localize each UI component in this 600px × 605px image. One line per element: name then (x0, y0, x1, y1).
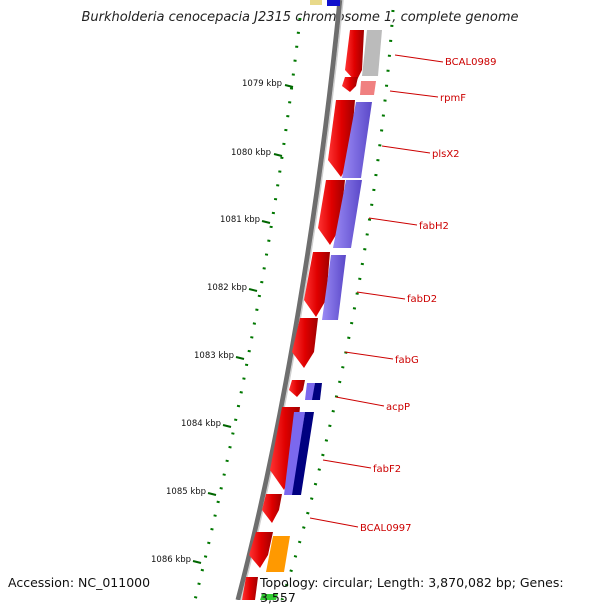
gene-label: BCAL0989 (445, 57, 497, 68)
gc-skew-track-inner (280, 9, 395, 600)
backbone-ring (235, 0, 343, 600)
tick-label: 1086 kbp (151, 555, 191, 565)
accession-text: Accession: NC_011000 (8, 575, 151, 590)
label-leaders (309, 54, 444, 528)
cog-block (305, 383, 315, 400)
cds-arrow (304, 252, 330, 317)
gene-label: fabH2 (419, 221, 449, 232)
gene-label: acpP (386, 402, 410, 413)
cog-block (322, 255, 346, 320)
cog-block-top-yellow (310, 0, 322, 5)
gene-label: BCAL0997 (360, 523, 412, 534)
cog-block (312, 383, 322, 400)
tick-label: 1085 kbp (166, 487, 206, 497)
cog-block (284, 412, 305, 495)
cog-track (260, 30, 382, 600)
gene-label: fabF2 (373, 464, 401, 475)
cog-block (260, 594, 278, 600)
gene-label: rpmF (440, 93, 466, 104)
cds-arrow (242, 577, 258, 600)
cds-arrow (262, 494, 282, 523)
genome-summary-text: Topology: circular; Length: 3,870,082 bp… (260, 575, 564, 605)
cog-block (266, 536, 290, 572)
gene-label: plsX2 (432, 149, 460, 160)
tick-label: 1079 kbp (242, 79, 282, 89)
tick-label: 1081 kbp (220, 215, 260, 225)
cog-block-top-blue (327, 0, 340, 6)
tick-labels: 1079 kbp 1080 kbp 1081 kbp 1082 kbp 1083… (151, 79, 282, 565)
gc-skew-track-outer (193, 17, 302, 600)
cog-block (360, 81, 376, 95)
cds-track (242, 30, 364, 600)
gene-label: fabD2 (407, 294, 437, 305)
cds-arrow (345, 30, 364, 82)
cds-arrow (342, 77, 358, 92)
cds-arrow (289, 380, 305, 397)
map-title: Burkholderia cenocepacia J2315 chromosom… (81, 10, 519, 25)
tick-label: 1083 kbp (194, 351, 234, 361)
tick-label: 1082 kbp (207, 283, 247, 293)
cog-block (333, 180, 362, 248)
gene-label: fabG (395, 355, 419, 366)
tick-label: 1080 kbp (231, 148, 271, 158)
cog-block (292, 412, 314, 495)
tick-label: 1084 kbp (181, 419, 221, 429)
gene-labels: BCAL0989 rpmF plsX2 fabH2 fabD2 fabG acp… (360, 57, 497, 534)
cog-block (342, 102, 372, 178)
tick-marks (192, 84, 294, 564)
cds-arrow (249, 532, 273, 568)
cds-arrow (292, 318, 318, 368)
cog-block (362, 30, 382, 76)
